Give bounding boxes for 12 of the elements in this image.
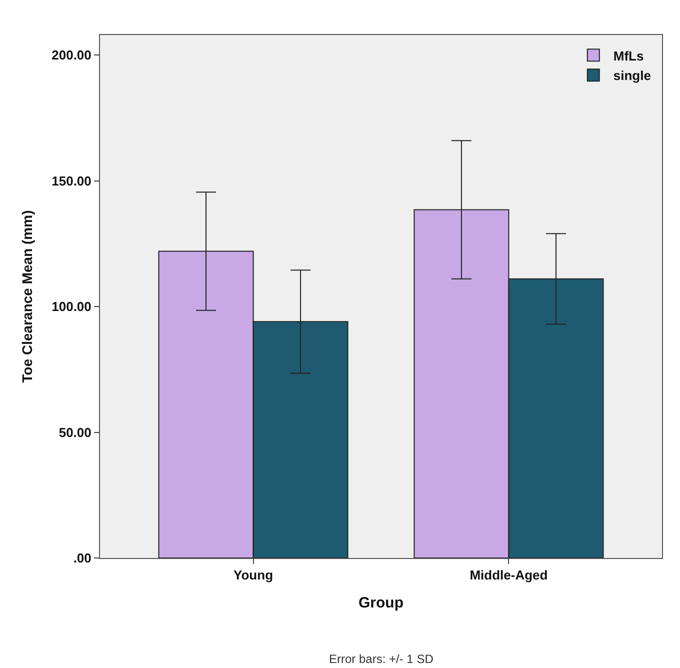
legend-label: MfLs <box>613 48 644 64</box>
y-tick-label: .00 <box>73 550 92 566</box>
legend-label: single <box>613 68 651 84</box>
text: Error bars: +/- 1 SD <box>329 652 434 666</box>
x-tick-label: Middle-Aged <box>470 568 548 583</box>
x-tick-label: Young <box>234 568 274 583</box>
y-tick-label: 150.00 <box>52 173 92 188</box>
y-tick-label: 50.00 <box>58 424 92 440</box>
x-axis-title: Group <box>358 594 404 612</box>
y-axis-title: Toe Clearance Mean (mm) <box>19 210 36 383</box>
y-tick-label: 200.00 <box>52 48 92 63</box>
y-tick-label: 100.00 <box>52 299 92 314</box>
